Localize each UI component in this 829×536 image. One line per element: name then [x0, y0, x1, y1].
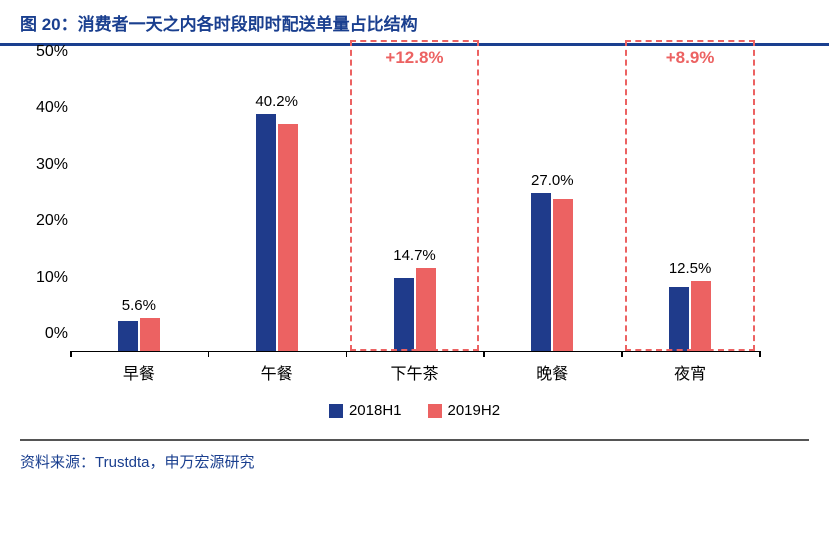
y-tick-label: 10% — [22, 269, 68, 287]
y-tick-label: 20% — [22, 212, 68, 230]
x-tick — [759, 351, 761, 357]
legend: 2018H1 2019H2 — [0, 402, 829, 419]
plot: 5.6%40.2%14.7%27.0%12.5%+12.8%+8.9% — [70, 70, 759, 352]
y-axis: 0%10%20%30%40%50% — [22, 70, 68, 352]
x-label: 下午茶 — [390, 360, 438, 384]
chart-area: 0%10%20%30%40%50% 5.6%40.2%14.7%27.0%12.… — [70, 70, 759, 380]
x-label: 晚餐 — [536, 360, 568, 384]
bar-series2 — [553, 199, 573, 351]
value-label: 40.2% — [255, 93, 298, 110]
value-label: 5.6% — [122, 297, 156, 314]
bar-series1 — [256, 114, 276, 351]
x-label: 早餐 — [123, 360, 155, 384]
y-tick-label: 0% — [22, 325, 68, 343]
highlight-box: +8.9% — [625, 40, 755, 351]
x-label: 午餐 — [261, 360, 293, 384]
legend-label: 2018H1 — [349, 402, 402, 419]
legend-item: 2019H2 — [428, 402, 501, 419]
x-axis: 早餐 午餐 下午茶 晚餐 夜宵 — [70, 354, 759, 382]
bar-group: 40.2% — [256, 114, 298, 351]
y-tick-label: 50% — [22, 43, 68, 61]
bar-series2 — [140, 318, 160, 351]
legend-item: 2018H1 — [329, 402, 402, 419]
y-tick-label: 30% — [22, 156, 68, 174]
delta-label: +8.9% — [666, 48, 715, 68]
bar-group: 5.6% — [118, 318, 160, 351]
legend-label: 2019H2 — [448, 402, 501, 419]
x-label: 夜宵 — [674, 360, 706, 384]
chart-title: 图 20：消费者一天之内各时段即时配送单量占比结构 — [20, 15, 418, 34]
legend-swatch — [428, 404, 442, 418]
source-text: 资料来源：Trustdta，申万宏源研究 — [0, 441, 829, 482]
y-tick-label: 40% — [22, 99, 68, 117]
bar-series1 — [531, 193, 551, 351]
bar-series2 — [278, 124, 298, 351]
bar-group: 27.0% — [531, 193, 573, 351]
highlight-box: +12.8% — [350, 40, 480, 351]
legend-swatch — [329, 404, 343, 418]
bar-series1 — [118, 321, 138, 351]
value-label: 27.0% — [531, 172, 574, 189]
delta-label: +12.8% — [385, 48, 443, 68]
